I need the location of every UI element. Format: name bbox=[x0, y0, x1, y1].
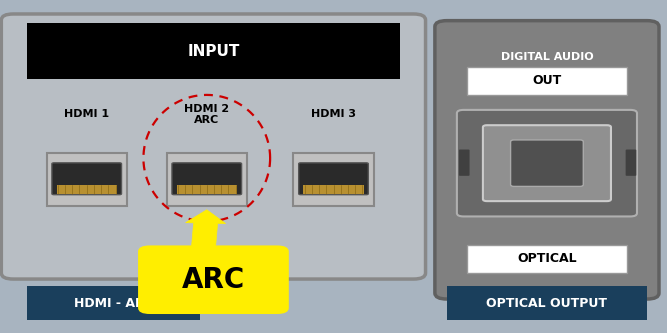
Bar bbox=[303, 185, 364, 194]
FancyBboxPatch shape bbox=[447, 286, 647, 320]
Bar bbox=[177, 185, 237, 194]
FancyBboxPatch shape bbox=[467, 67, 627, 95]
FancyBboxPatch shape bbox=[52, 163, 121, 195]
Text: HDMI 3: HDMI 3 bbox=[311, 110, 356, 120]
Text: ARC: ARC bbox=[182, 266, 245, 294]
Polygon shape bbox=[185, 210, 225, 248]
Text: INPUT: INPUT bbox=[187, 44, 239, 59]
FancyBboxPatch shape bbox=[1, 14, 426, 279]
FancyBboxPatch shape bbox=[167, 153, 247, 206]
FancyBboxPatch shape bbox=[299, 163, 368, 195]
FancyBboxPatch shape bbox=[435, 21, 659, 299]
FancyBboxPatch shape bbox=[27, 286, 200, 320]
FancyBboxPatch shape bbox=[293, 153, 374, 206]
FancyBboxPatch shape bbox=[47, 153, 127, 206]
Bar bbox=[57, 185, 117, 194]
FancyBboxPatch shape bbox=[459, 150, 470, 176]
FancyBboxPatch shape bbox=[172, 163, 241, 195]
Text: OPTICAL OUTPUT: OPTICAL OUTPUT bbox=[486, 296, 608, 310]
FancyBboxPatch shape bbox=[27, 23, 400, 79]
Text: HDMI 1: HDMI 1 bbox=[64, 110, 109, 120]
Text: OUT: OUT bbox=[532, 74, 562, 87]
Text: HDMI - ARC: HDMI - ARC bbox=[73, 296, 153, 310]
FancyBboxPatch shape bbox=[457, 110, 637, 216]
FancyBboxPatch shape bbox=[626, 150, 636, 176]
Text: OPTICAL: OPTICAL bbox=[517, 252, 577, 265]
Text: HDMI 2
ARC: HDMI 2 ARC bbox=[184, 104, 229, 125]
FancyBboxPatch shape bbox=[483, 125, 611, 201]
FancyBboxPatch shape bbox=[138, 245, 289, 314]
FancyBboxPatch shape bbox=[467, 245, 627, 273]
FancyBboxPatch shape bbox=[511, 140, 583, 186]
Text: DIGITAL AUDIO: DIGITAL AUDIO bbox=[501, 52, 593, 62]
